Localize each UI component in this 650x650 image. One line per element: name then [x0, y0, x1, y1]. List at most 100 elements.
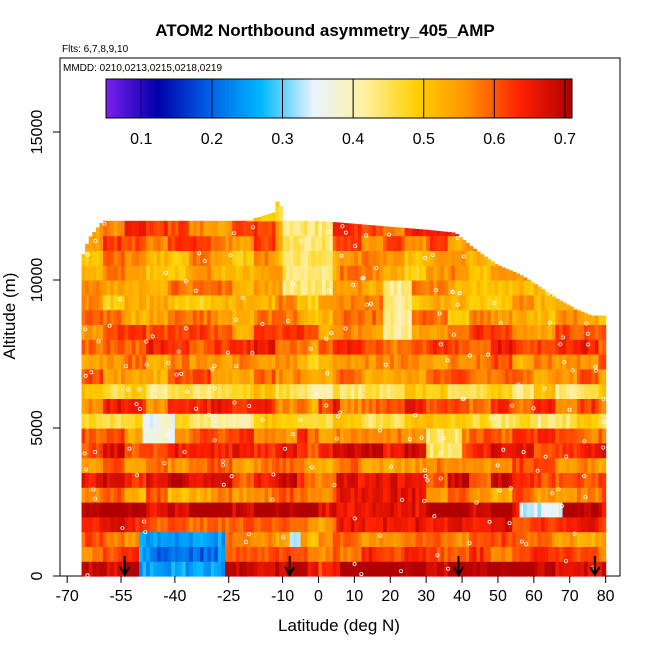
heatmap-cell	[404, 398, 409, 414]
heatmap-cell	[361, 472, 366, 488]
heatmap-cell	[275, 413, 280, 429]
heatmap-cell	[365, 531, 370, 547]
heatmap-cell	[368, 472, 373, 488]
heatmap-cell	[286, 516, 291, 533]
heatmap-cell	[117, 383, 122, 399]
heatmap-cell	[225, 294, 230, 311]
heatmap-cell	[278, 383, 284, 399]
heatmap-cell	[128, 324, 133, 340]
heatmap-cell	[296, 442, 302, 459]
heatmap-cell	[178, 220, 183, 237]
heatmap-cell	[300, 502, 305, 518]
heatmap-cell	[293, 220, 298, 237]
heatmap-cell	[379, 546, 384, 562]
x-tick-label: -55	[109, 588, 132, 605]
heatmap-cell	[142, 472, 147, 488]
heatmap-cell	[196, 220, 201, 237]
heatmap-cell	[469, 280, 474, 296]
heatmap-cell	[182, 220, 187, 237]
heatmap-cell	[322, 531, 327, 547]
heatmap-cell	[296, 531, 302, 547]
heatmap-cell	[264, 442, 269, 459]
heatmap-cell	[196, 368, 201, 385]
sample-dot	[438, 451, 443, 456]
heatmap-cell	[185, 383, 190, 399]
heatmap-cell	[85, 250, 90, 266]
heatmap-cell	[203, 531, 208, 547]
heatmap-cell	[257, 428, 262, 444]
heatmap-cell	[383, 487, 388, 503]
heatmap-cell	[160, 339, 165, 355]
heatmap-cell	[447, 502, 452, 518]
heatmap-cell	[189, 280, 194, 296]
heatmap-cell	[196, 309, 201, 325]
heatmap-cell	[375, 413, 381, 429]
heatmap-cell	[311, 428, 316, 444]
heatmap-cell	[189, 324, 194, 340]
heatmap-cell	[210, 398, 215, 414]
x-tick-label: -25	[217, 588, 240, 605]
heatmap-cell	[397, 339, 402, 355]
heatmap-cell	[210, 487, 215, 503]
heatmap-cell	[221, 413, 226, 429]
heatmap-cell	[501, 516, 506, 533]
heatmap-cell	[541, 289, 546, 296]
heatmap-cell	[451, 546, 456, 562]
heatmap-cell	[587, 324, 592, 340]
heatmap-cell	[393, 428, 399, 444]
heatmap-cell	[275, 339, 280, 355]
heatmap-cell	[293, 368, 298, 385]
heatmap-cell	[494, 339, 499, 355]
heatmap-cell	[375, 457, 381, 473]
heatmap-cell	[92, 413, 97, 429]
heatmap-cell	[483, 442, 488, 459]
heatmap-cell	[271, 516, 276, 533]
heatmap-cell	[379, 398, 384, 414]
sample-dot	[85, 573, 90, 578]
heatmap-cell	[225, 516, 230, 533]
heatmap-cell	[343, 280, 348, 296]
heatmap-cell	[117, 428, 122, 444]
heatmap-cell	[594, 339, 600, 355]
heatmap-cell	[533, 324, 539, 340]
heatmap-cell	[99, 309, 104, 325]
heatmap-cell	[440, 231, 445, 237]
heatmap-cell	[167, 487, 172, 503]
heatmap-cell	[189, 561, 194, 577]
heatmap-cell	[311, 280, 316, 296]
heatmap-cell	[458, 265, 463, 281]
heatmap-cell	[458, 294, 463, 311]
heatmap-cell	[602, 561, 607, 577]
heatmap-cell	[350, 368, 355, 385]
heatmap-cell	[447, 413, 452, 429]
heatmap-cell	[286, 280, 291, 296]
heatmap-cell	[178, 294, 183, 311]
heatmap-cell	[121, 442, 126, 459]
heatmap-cell	[433, 368, 438, 385]
heatmap-cell	[505, 294, 510, 311]
heatmap-cell	[494, 516, 499, 533]
heatmap-cell	[178, 428, 183, 444]
heatmap-cell	[325, 354, 330, 370]
heatmap-cell	[429, 309, 434, 325]
heatmap-cell	[304, 487, 309, 503]
heatmap-cell	[375, 383, 381, 399]
heatmap-cell	[99, 324, 104, 340]
heatmap-cell	[81, 428, 86, 444]
heatmap-cell	[508, 270, 513, 281]
heatmap-cell	[192, 280, 198, 296]
heatmap-cell	[282, 309, 287, 325]
heatmap-cell	[253, 502, 259, 518]
heatmap-cell	[505, 442, 510, 459]
heatmap-cell	[138, 516, 144, 533]
heatmap-cell	[171, 398, 176, 414]
heatmap-cell	[296, 472, 302, 488]
heatmap-cell	[562, 502, 567, 518]
heatmap-cell	[548, 294, 553, 311]
heatmap-cell	[110, 309, 115, 325]
heatmap-cell	[354, 294, 359, 311]
heatmap-cell	[167, 280, 172, 296]
heatmap-cell	[490, 516, 495, 533]
heatmap-cell	[544, 457, 549, 473]
heatmap-cell	[243, 487, 248, 503]
